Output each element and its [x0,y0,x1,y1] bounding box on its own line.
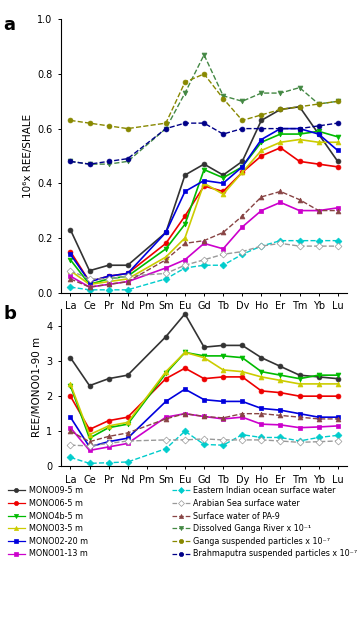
Y-axis label: REE/MONO01-90 m: REE/MONO01-90 m [32,338,42,437]
Legend: MONO09-5 m, MONO06-5 m, MONO4b-5 m, MONO03-5 m, MONO02-20 m, MONO01-13 m: MONO09-5 m, MONO06-5 m, MONO4b-5 m, MONO… [8,486,88,558]
Text: a: a [4,16,16,34]
Y-axis label: 10⁶x REE/SHALE: 10⁶x REE/SHALE [23,114,33,198]
Text: b: b [4,305,16,323]
Legend: Eastern Indian ocean surface water, Arabian Sea surface water, Surface water of : Eastern Indian ocean surface water, Arab… [172,486,357,558]
